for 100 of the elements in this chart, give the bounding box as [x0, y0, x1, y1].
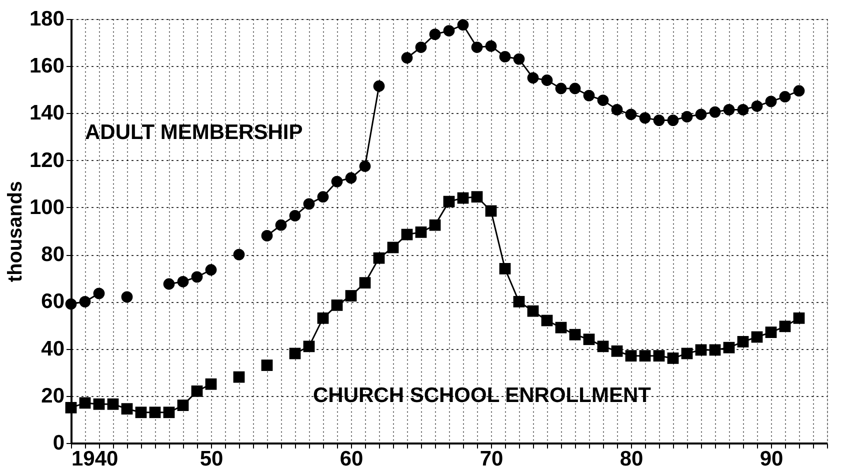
- point: [611, 345, 623, 357]
- point: [709, 106, 721, 118]
- y-tick-label: 100: [29, 196, 64, 219]
- point: [149, 406, 161, 418]
- point: [289, 348, 301, 360]
- point: [751, 331, 763, 343]
- point: [401, 228, 413, 240]
- point: [345, 290, 357, 302]
- point: [723, 342, 735, 354]
- point: [93, 288, 105, 300]
- point: [499, 51, 511, 62]
- point: [107, 398, 119, 410]
- y-axis-title: thousands: [4, 180, 26, 282]
- point: [135, 406, 147, 418]
- point: [751, 100, 763, 112]
- point: [793, 312, 805, 324]
- point: [471, 191, 483, 203]
- series-label: CHURCH SCHOOL ENROLLMENT: [313, 384, 652, 407]
- point: [569, 328, 581, 340]
- point: [555, 322, 567, 334]
- point: [597, 340, 609, 352]
- point: [555, 82, 567, 94]
- y-tick-label: 60: [41, 290, 64, 314]
- point: [485, 205, 497, 217]
- point: [513, 296, 525, 308]
- x-tick-label: 80: [620, 448, 644, 470]
- point: [415, 42, 427, 53]
- point: [667, 114, 679, 126]
- x-tick-label: 50: [200, 448, 224, 470]
- point: [695, 108, 707, 120]
- point: [121, 403, 133, 415]
- point: [177, 276, 189, 288]
- point: [471, 42, 483, 53]
- point: [639, 350, 651, 362]
- point: [79, 397, 91, 409]
- point: [443, 196, 455, 208]
- point: [303, 198, 315, 210]
- point: [205, 378, 217, 390]
- point: [457, 19, 469, 31]
- point: [499, 262, 511, 274]
- point: [793, 85, 805, 97]
- point: [177, 400, 189, 412]
- point: [513, 53, 525, 65]
- point: [65, 298, 77, 310]
- y-tick-label: 120: [29, 148, 64, 172]
- point: [429, 219, 441, 231]
- point: [317, 312, 329, 324]
- point: [709, 344, 721, 356]
- point: [373, 80, 385, 92]
- point: [345, 172, 357, 184]
- y-tick-label: 20: [41, 384, 64, 408]
- point: [163, 406, 175, 418]
- y-tick-label: 160: [29, 54, 64, 78]
- point: [317, 191, 329, 203]
- point: [597, 94, 609, 106]
- point: [359, 277, 371, 289]
- point: [653, 114, 665, 126]
- point: [541, 74, 553, 86]
- point: [401, 52, 413, 64]
- point: [387, 242, 399, 254]
- point: [681, 111, 693, 122]
- text: ADULT MEMBERSHIP: [85, 121, 303, 144]
- point: [233, 371, 245, 383]
- point: [191, 385, 203, 397]
- point: [625, 350, 637, 362]
- point: [765, 326, 777, 338]
- x-tick-label: 1940: [72, 448, 118, 470]
- x-tick-label: 70: [480, 448, 504, 470]
- point: [331, 300, 343, 311]
- point: [583, 334, 595, 346]
- point: [681, 348, 693, 360]
- point: [373, 252, 385, 264]
- point: [583, 90, 595, 102]
- point: [723, 104, 735, 116]
- point: [191, 271, 203, 283]
- point: [261, 230, 273, 242]
- point: [93, 398, 105, 410]
- point: [695, 344, 707, 356]
- point: [527, 72, 539, 84]
- point: [527, 305, 539, 317]
- y-tick-label: 0: [52, 432, 64, 454]
- point: [415, 226, 427, 238]
- point: [303, 340, 315, 352]
- point: [233, 248, 245, 260]
- point: [653, 350, 665, 362]
- point: [331, 176, 343, 188]
- point: [779, 320, 791, 332]
- point: [457, 192, 469, 204]
- point: [485, 40, 497, 52]
- point: [205, 264, 217, 276]
- point: [639, 112, 651, 124]
- y-tick-label: 80: [41, 243, 64, 266]
- point: [443, 25, 455, 36]
- point: [79, 296, 91, 308]
- point: [261, 360, 273, 371]
- point: [625, 108, 637, 120]
- point: [667, 352, 679, 364]
- point: [611, 104, 623, 116]
- point: [779, 91, 791, 102]
- point: [429, 28, 441, 40]
